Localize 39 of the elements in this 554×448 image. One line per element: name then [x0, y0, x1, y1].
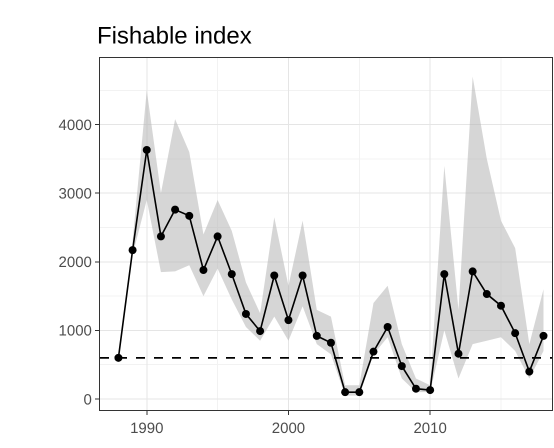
point [426, 386, 434, 394]
point [525, 368, 534, 376]
point [171, 206, 180, 214]
point [312, 332, 321, 340]
point [298, 272, 307, 280]
point [540, 332, 548, 340]
y-tick-label: 2000 [58, 254, 92, 272]
point [496, 302, 505, 310]
x-tick-label: 2000 [272, 420, 306, 438]
y-tick-label: 4000 [58, 116, 92, 134]
point [185, 212, 194, 220]
point [440, 270, 448, 278]
point [199, 266, 208, 274]
point [384, 322, 392, 331]
point [214, 232, 222, 240]
x-tick-label: 1990 [130, 420, 164, 438]
point [398, 362, 406, 370]
point [156, 232, 165, 240]
point [369, 348, 378, 356]
point [511, 329, 520, 338]
point [256, 327, 264, 336]
point [482, 290, 491, 298]
chart-title: Fishable index [96, 22, 252, 50]
point [284, 316, 292, 324]
y-tick-label: 0 [84, 391, 92, 408]
point [341, 388, 350, 396]
point [270, 272, 278, 280]
point [412, 384, 420, 393]
point [242, 310, 250, 318]
point [326, 338, 335, 347]
point [228, 270, 236, 278]
point [128, 246, 137, 254]
y-tick-label: 3000 [58, 185, 92, 202]
point [454, 350, 462, 358]
x-tick-label: 2010 [413, 420, 447, 438]
point [468, 267, 477, 276]
y-tick-label: 1000 [58, 322, 92, 340]
point [355, 388, 364, 396]
point [142, 146, 151, 154]
